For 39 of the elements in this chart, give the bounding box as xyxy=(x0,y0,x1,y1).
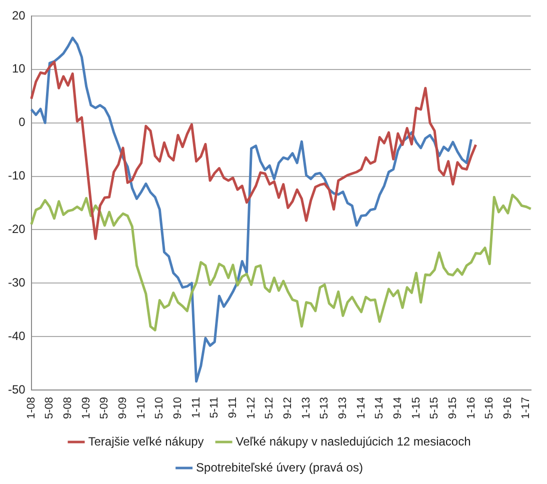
x-tick-label: 5-10 xyxy=(154,396,166,420)
x-tick-label: 5-14 xyxy=(374,396,386,420)
x-tick-label: 9-09 xyxy=(117,396,130,420)
legend-label: Veľké nákupy v nasledujúcich 12 mesiacoch xyxy=(236,434,471,448)
x-tick-label: 9-08 xyxy=(62,396,74,420)
y-tick-label: 20 xyxy=(12,8,26,22)
x-tick-label: 1-15 xyxy=(410,396,422,420)
x-tick-label: 5-12 xyxy=(264,396,276,420)
x-tick-label: 5-16 xyxy=(484,396,496,420)
x-tick-label: 1-09 xyxy=(80,396,92,420)
x-tick-label: 1-11 xyxy=(190,396,202,418)
x-tick-label: 1-14 xyxy=(355,396,368,420)
x-tick-label: 1-08 xyxy=(25,396,38,420)
y-tick-label: -20 xyxy=(8,222,26,236)
x-tick-label: 5-15 xyxy=(428,396,441,420)
y-tick-label: -30 xyxy=(8,275,26,290)
x-tick-label: 9-11 xyxy=(226,396,239,418)
x-tick-label: 1-10 xyxy=(135,396,148,420)
x-tick-label: 5-11 xyxy=(208,396,221,418)
x-tick-label: 9-16 xyxy=(502,396,514,420)
y-tick-label: -50 xyxy=(8,382,26,396)
y-tick-label: -40 xyxy=(8,328,26,343)
x-tick-label: 5-09 xyxy=(98,396,111,420)
legend-label: Terajšie veľké nákupy xyxy=(88,434,204,448)
x-tick-label: 9-12 xyxy=(282,396,294,420)
x-tick-label: 5-08 xyxy=(44,396,56,420)
x-tick-label: 1-17 xyxy=(520,396,532,420)
x-tick-label: 9-10 xyxy=(172,396,184,420)
y-tick-label: 0 xyxy=(18,115,26,130)
legend-label: Spotrebiteľské úvery (pravá os) xyxy=(196,460,363,474)
y-tick-label: 10 xyxy=(12,62,26,76)
x-tick-label: 1-16 xyxy=(465,396,478,420)
x-tick-label: 1-12 xyxy=(245,396,258,420)
x-tick-label: 9-15 xyxy=(446,396,459,420)
y-tick-label: -10 xyxy=(8,168,26,183)
x-tick-label: 9-14 xyxy=(392,396,404,420)
x-tick-label: 5-13 xyxy=(318,396,331,420)
x-tick-label: 9-13 xyxy=(336,396,349,420)
x-tick-label: 1-13 xyxy=(300,396,312,420)
